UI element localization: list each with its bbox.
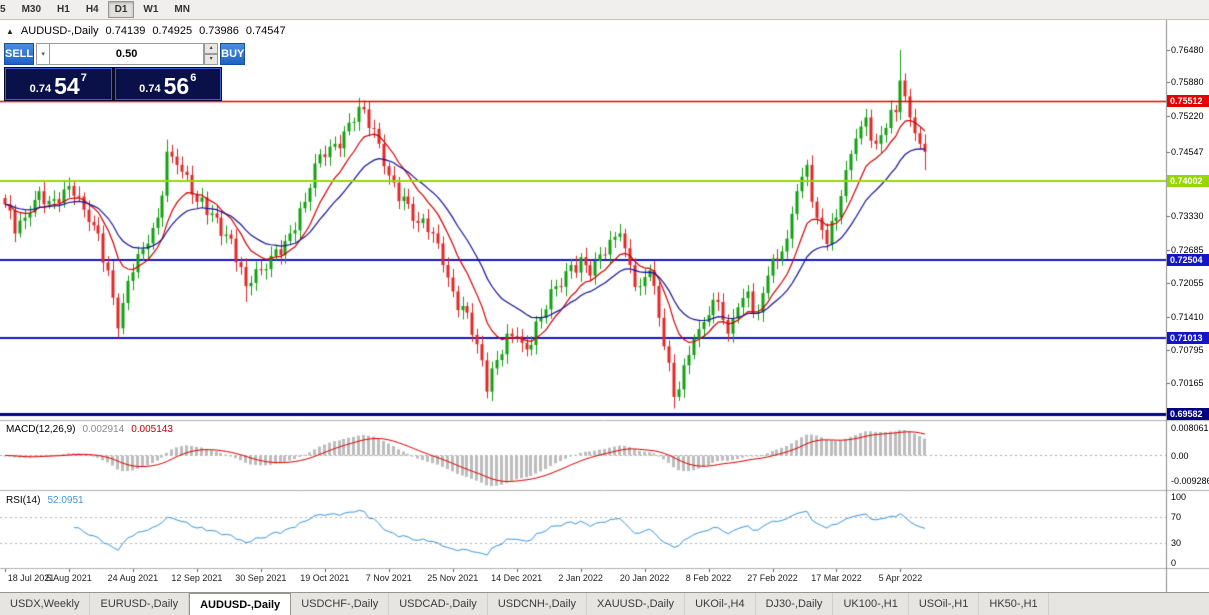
- timeframe-button-h1[interactable]: H1: [50, 1, 77, 18]
- sell-price-prefix: 0.74: [29, 83, 52, 95]
- chart-tab-eurusd-daily[interactable]: EURUSD-,Daily: [90, 593, 190, 615]
- volume-increase-button[interactable]: ▴: [204, 43, 219, 54]
- timeframe-button-m30[interactable]: M30: [14, 1, 49, 18]
- chevron-down-icon: ▾: [41, 51, 45, 58]
- volume-decrease-button[interactable]: ▾: [204, 54, 219, 65]
- chart-tab-ukoil-h4[interactable]: UKOil-,H4: [685, 593, 756, 615]
- timeframe-button-w1[interactable]: W1: [136, 1, 166, 18]
- one-click-trading-panel: SELL ▾ ▴ ▾ BUY 0.74 54 7 0.74 56 6: [4, 43, 246, 101]
- timeframe-toolbar: 5 M30 H1 H4 D1 W1 MN: [0, 0, 1209, 20]
- timeframe-button-mn[interactable]: MN: [167, 1, 197, 18]
- chart-tab-usoil-h1[interactable]: USOil-,H1: [909, 593, 980, 615]
- chart-tabs-bar: USDX,Weekly EURUSD-,Daily AUDUSD-,Daily USD…: [0, 592, 1209, 615]
- buy-price-prefix: 0.74: [139, 83, 161, 95]
- chart-tab-usdx-weekly[interactable]: USDX,Weekly: [0, 593, 91, 615]
- chart-tab-audusd-daily[interactable]: AUDUSD-,Daily: [189, 593, 292, 615]
- volume-input[interactable]: [50, 43, 205, 65]
- chevron-up-icon: ▴: [209, 45, 213, 51]
- chart-tab-usdcnh-daily[interactable]: USDCNH-,Daily: [488, 593, 588, 615]
- trade-panel-prices: 0.74 54 7 0.74 56 6: [4, 67, 222, 101]
- chart-tab-hk50-h1[interactable]: HK50-,H1: [979, 593, 1049, 615]
- timeframe-button-d1[interactable]: D1: [107, 1, 135, 18]
- buy-price-big: 56: [163, 73, 190, 99]
- buy-price-sup: 6: [190, 72, 197, 84]
- buy-button[interactable]: BUY: [220, 43, 246, 65]
- volume-dropdown-button[interactable]: ▾: [36, 43, 51, 65]
- volume-control: ▾ ▴ ▾: [36, 43, 219, 65]
- sell-button[interactable]: SELL: [4, 43, 35, 65]
- buy-price-display[interactable]: 0.74 56 6: [114, 68, 221, 100]
- chart-tab-dj30-daily[interactable]: DJ30-,Daily: [756, 593, 834, 615]
- timeframe-button-5[interactable]: 5: [0, 1, 13, 18]
- chevron-down-icon: ▾: [209, 56, 213, 62]
- volume-stepper: ▴ ▾: [204, 43, 219, 65]
- timeframe-button-h4[interactable]: H4: [78, 1, 106, 18]
- sell-price-display[interactable]: 0.74 54 7: [5, 68, 112, 100]
- chart-tab-uk100-h1[interactable]: UK100-,H1: [833, 593, 909, 615]
- chart-tab-xauusd-daily[interactable]: XAUUSD-,Daily: [587, 593, 686, 615]
- chart-tab-usdcad-daily[interactable]: USDCAD-,Daily: [389, 593, 488, 615]
- sell-price-big: 54: [54, 73, 80, 99]
- sell-price-sup: 7: [80, 72, 87, 84]
- trade-panel-controls: SELL ▾ ▴ ▾ BUY: [4, 43, 246, 65]
- chart-tab-usdchf-daily[interactable]: USDCHF-,Daily: [291, 593, 390, 615]
